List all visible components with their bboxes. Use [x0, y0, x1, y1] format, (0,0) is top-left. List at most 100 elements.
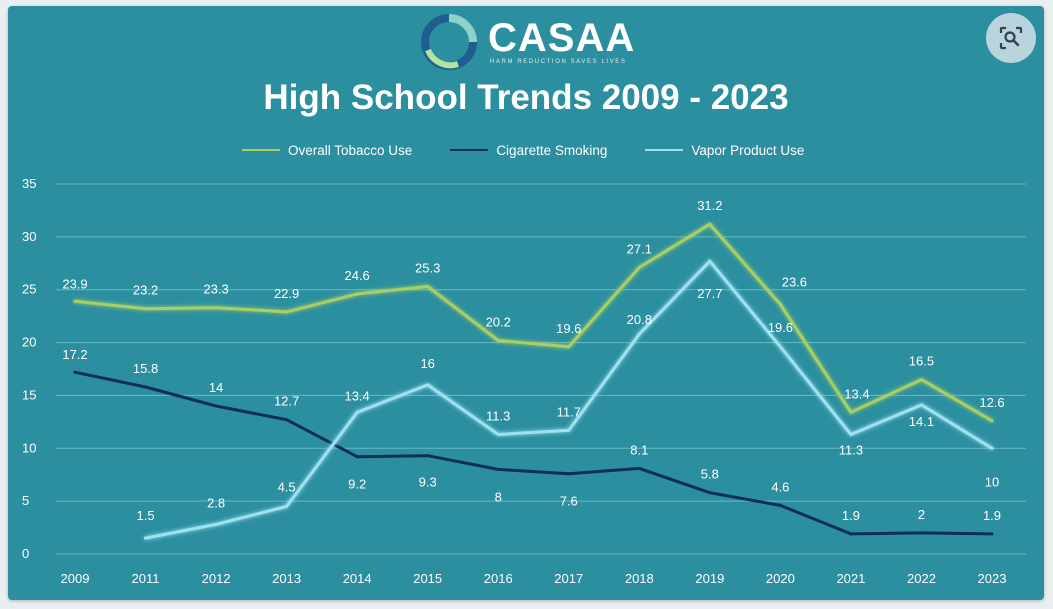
data-label-overall-2012: 23.3: [203, 282, 228, 297]
chart-card: 0 5 10 15 20 25 30 35 2009 2011 2012 2013 2014 2015 20…: [8, 6, 1044, 600]
x-tick-label-2023: 2023: [978, 571, 1007, 586]
chart-legend: Overall Tobacco Use Cigarette Smoking Va…: [242, 140, 842, 160]
data-label-vapor-2017: 11.7: [557, 404, 581, 419]
chart-title: High School Trends 2009 - 2023: [263, 78, 789, 117]
x-tick-label-2011: 2011: [132, 571, 160, 586]
legend-label-vapor: Vapor Product Use: [691, 142, 805, 158]
data-label-cigarette-2011: 15.8: [133, 361, 158, 376]
data-label-cigarette-2022: 2: [918, 507, 925, 522]
legend-label-cigarette: Cigarette Smoking: [496, 142, 608, 158]
y-tick-label-30: 30: [22, 229, 36, 244]
y-tick-label-0: 0: [22, 546, 29, 561]
y-tick-label-20: 20: [22, 335, 36, 350]
chart-plot: 0 5 10 15 20 25 30 35 2009 2011 2012 2013 2014 2015 20…: [22, 176, 1026, 586]
data-point-overall-2016: [496, 338, 500, 342]
data-point-overall-2019: [708, 222, 712, 226]
data-label-overall-2016: 20.2: [486, 314, 511, 329]
data-label-cigarette-2012: 14: [209, 380, 223, 395]
data-point-overall-2021: [849, 410, 853, 414]
visual-search-icon: [999, 26, 1023, 50]
y-tick-label-25: 25: [22, 282, 36, 297]
data-label-cigarette-2015: 9.3: [419, 475, 437, 490]
data-point-vapor-2015: [426, 383, 430, 387]
legend-label-overall: Overall Tobacco Use: [288, 142, 413, 158]
data-label-cigarette-2021: 1.9: [842, 508, 860, 523]
data-point-vapor-2020: [778, 345, 782, 349]
x-tick-label-2013: 2013: [272, 571, 301, 586]
data-label-cigarette-2018: 8.1: [630, 442, 648, 457]
data-point-vapor-2016: [496, 433, 500, 437]
y-tick-label-5: 5: [22, 493, 29, 508]
data-point-overall-2023: [990, 419, 994, 423]
data-label-cigarette-2020: 4.6: [771, 479, 789, 494]
data-point-vapor-2013: [285, 504, 289, 508]
data-point-cigarette-2020: [778, 503, 782, 507]
series-line-cigarette: [73, 370, 994, 536]
casaa-logo: CASAA HARM REDUCTION SAVES LIVES: [418, 10, 648, 74]
x-tick-label-2019: 2019: [695, 571, 724, 586]
data-label-cigarette-2017: 7.6: [560, 494, 578, 509]
data-label-vapor-2016: 11.3: [486, 409, 510, 424]
data-point-cigarette-2009: [73, 370, 77, 374]
data-label-vapor-2018: 20.8: [627, 312, 652, 327]
data-label-overall-2022: 16.5: [909, 354, 934, 369]
y-tick-label-10: 10: [22, 440, 36, 455]
legend-swatch-overall: [242, 148, 280, 152]
data-label-vapor-2020: 19.6: [768, 320, 793, 335]
x-tick-label-2015: 2015: [413, 571, 442, 586]
data-point-cigarette-2016: [496, 467, 500, 471]
data-label-vapor-2011: 1.5: [136, 508, 154, 523]
legend-item-overall: Overall Tobacco Use: [242, 140, 412, 160]
legend-item-vapor: Vapor Product Use: [645, 140, 804, 160]
x-tick-label-2021: 2021: [836, 571, 865, 586]
data-point-overall-2011: [144, 307, 148, 311]
logo-wordmark: CASAA: [488, 16, 636, 60]
data-point-vapor-2012: [214, 522, 218, 526]
data-point-cigarette-2015: [426, 454, 430, 458]
data-point-vapor-2014: [355, 410, 359, 414]
data-point-cigarette-2018: [637, 466, 641, 470]
data-label-cigarette-2023: 1.9: [983, 508, 1001, 523]
x-tick-label-2012: 2012: [202, 571, 231, 586]
data-label-overall-2009: 23.9: [62, 276, 87, 291]
data-point-overall-2015: [426, 285, 430, 289]
casaa-logo-icon: [421, 14, 477, 70]
data-point-cigarette-2022: [919, 531, 923, 535]
legend-swatch-cigarette: [450, 148, 489, 152]
legend-item-cigarette: Cigarette Smoking: [450, 140, 607, 160]
data-label-overall-2017: 19.6: [556, 321, 581, 336]
data-point-vapor-2021: [849, 433, 853, 437]
legend-swatch-vapor: [645, 148, 684, 152]
data-point-overall-2009: [73, 299, 77, 303]
data-label-overall-2015: 25.3: [415, 261, 440, 276]
data-label-vapor-2015: 16: [420, 356, 434, 371]
data-label-cigarette-2019: 5.8: [701, 467, 719, 482]
data-label-overall-2023: 12.6: [979, 395, 1004, 410]
data-label-vapor-2021: 11.3: [839, 443, 863, 458]
x-tick-label-2014: 2014: [343, 571, 372, 586]
data-point-vapor-2023: [990, 446, 994, 450]
data-label-overall-2020: 23.6: [782, 275, 807, 290]
data-label-vapor-2012: 2.8: [207, 495, 225, 510]
data-label-vapor-2014: 13.4: [344, 388, 369, 403]
data-label-overall-2014: 24.6: [344, 268, 369, 283]
data-point-overall-2013: [285, 310, 289, 314]
data-label-vapor-2022: 14.1: [909, 414, 934, 429]
data-label-overall-2019: 31.2: [697, 198, 722, 213]
y-tick-label-35: 35: [22, 176, 36, 191]
data-label-cigarette-2014: 9.2: [348, 477, 366, 492]
data-point-cigarette-2019: [708, 491, 712, 495]
data-point-vapor-2022: [919, 403, 923, 407]
data-label-overall-2011: 23.2: [133, 283, 158, 298]
data-point-overall-2022: [919, 378, 923, 382]
data-label-overall-2013: 22.9: [274, 286, 299, 301]
data-point-cigarette-2011: [144, 385, 148, 389]
data-point-vapor-2018: [637, 332, 641, 336]
data-label-cigarette-2016: 8: [495, 489, 502, 504]
x-tick-label-2018: 2018: [625, 571, 654, 586]
x-tick-label-2009: 2009: [61, 571, 90, 586]
data-point-vapor-2011: [144, 536, 148, 540]
visual-search-button[interactable]: [986, 13, 1036, 63]
data-point-cigarette-2021: [849, 532, 853, 536]
logo-tagline: HARM REDUCTION SAVES LIVES: [490, 59, 627, 65]
